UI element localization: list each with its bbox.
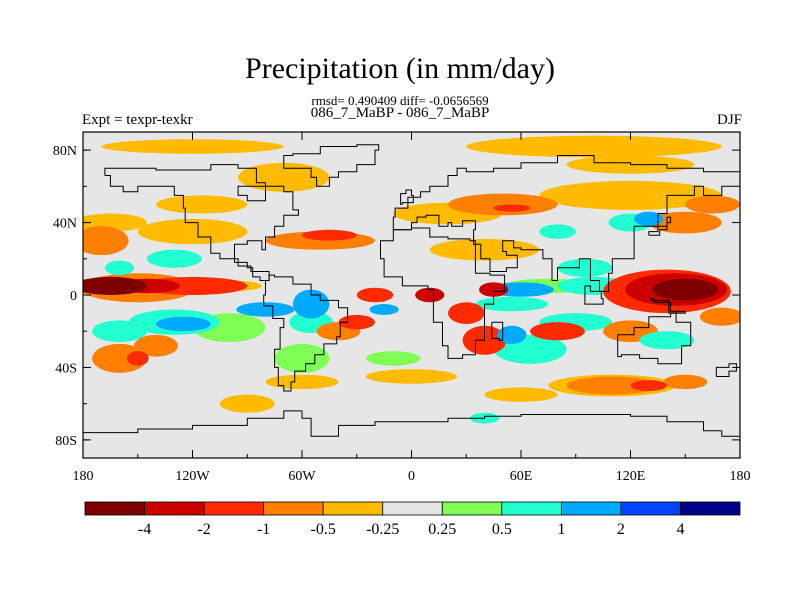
anomaly-region-64: [530, 322, 585, 341]
x-tick-label: 120E: [616, 469, 646, 484]
colorbar-label: 2: [617, 521, 625, 538]
anomaly-region-36: [557, 258, 613, 277]
x-tick-label: 0: [408, 469, 415, 484]
coastline-2: [380, 227, 506, 359]
anomaly-region-46: [663, 374, 708, 390]
anomaly-region-44: [639, 331, 695, 350]
anomaly-region-70: [83, 276, 147, 295]
colorbar-label: 0.25: [428, 521, 456, 538]
colorbar-swatch-8: [560, 501, 622, 516]
anomaly-region-68: [479, 282, 509, 297]
coastline-9: [491, 321, 504, 341]
chart-subtitle: 086_7_MaBP - 086_7_MaBP: [310, 105, 490, 121]
stats-line: rmsd= 0.490409 diff= -0.0656569: [311, 93, 489, 108]
anomaly-region-31: [685, 195, 740, 214]
anomaly-region-7: [101, 139, 284, 154]
coastline-10: [584, 285, 604, 305]
anomaly-region-22: [699, 307, 740, 326]
x-tick-label: 180: [730, 469, 751, 484]
anomaly-region-19: [219, 394, 275, 413]
anomaly-region-50: [156, 316, 211, 332]
anomaly-region-51: [236, 302, 295, 317]
anomaly-region-55: [634, 211, 664, 227]
anomaly-region-4: [137, 218, 248, 245]
anomaly-region-14: [365, 369, 458, 384]
y-tick-label: 80S: [55, 434, 77, 449]
anomaly-region-29: [83, 226, 129, 256]
colorbar-label: -0.25: [366, 521, 399, 538]
anomaly-region-8: [466, 135, 722, 158]
coastline-11: [650, 298, 686, 314]
coastline-1: [263, 274, 349, 392]
anomaly-region-26: [104, 260, 135, 276]
anomaly-region-52: [126, 351, 149, 366]
anomaly-region-63: [497, 325, 527, 344]
anomaly-region-9: [539, 180, 722, 210]
colorbar-swatch-3: [263, 501, 324, 516]
anomaly-region-34: [539, 224, 576, 239]
anomaly-region-18: [365, 351, 421, 366]
colorbar-label: -1: [257, 521, 270, 538]
colorbar-swatch-7: [501, 501, 562, 516]
anomaly-region-71: [652, 278, 719, 301]
colorbar-label: -4: [138, 521, 151, 538]
anomaly-region-57: [448, 302, 485, 324]
coastline-6: [283, 144, 380, 187]
colorbar-label: -2: [197, 521, 210, 538]
coastline-12: [715, 363, 737, 377]
experiment-label: Expt = texpr-texkr: [82, 112, 193, 128]
anomaly-region-25: [146, 249, 202, 268]
x-axis: 180 120W 60W 0 60E 120E 180: [73, 132, 751, 484]
anomaly-region-15: [265, 374, 339, 390]
anomaly-region-28: [134, 334, 178, 357]
chart-title: Precipitation (in mm/day): [245, 52, 555, 85]
anomaly-region-58: [356, 287, 394, 303]
coastline-5: [83, 410, 740, 437]
y-axis: 80N 40N 0 40S 80S: [53, 144, 740, 449]
colorbar-swatch-0: [84, 501, 145, 516]
colorbar-swatch-6: [441, 501, 503, 516]
x-tick-label: 60E: [510, 469, 533, 484]
coastline-8: [400, 189, 414, 205]
season-label: DJF: [716, 112, 742, 128]
x-tick-label: 180: [73, 469, 94, 484]
anomaly-region-69: [415, 287, 445, 303]
anomaly-region-6: [238, 162, 330, 192]
coastline-4: [617, 312, 692, 365]
anomaly-region-5: [156, 195, 248, 214]
anomaly-region-65: [630, 380, 667, 391]
colorbar-label: 1: [557, 521, 565, 538]
anomaly-region-59: [369, 304, 399, 315]
colorbar-swatch-10: [680, 501, 741, 516]
y-tick-label: 40S: [55, 361, 77, 376]
colorbar: -4 -2 -1 -0.5 -0.25 0.25 0.5 1 2 4: [84, 501, 741, 538]
anomaly-region-54: [493, 204, 531, 212]
coastlines: [83, 144, 740, 437]
x-tick-label: 120W: [175, 469, 210, 484]
anomaly-region-27: [92, 343, 147, 373]
anomaly-region-13: [274, 343, 330, 373]
anomaly-region-16: [484, 387, 558, 402]
anomaly-region-53: [302, 229, 357, 241]
colorbar-swatch-1: [144, 501, 205, 516]
coastline-7: [648, 216, 672, 236]
anomaly-region-33: [448, 193, 558, 216]
y-tick-label: 0: [70, 289, 77, 304]
colorbar-swatch-4: [322, 501, 384, 516]
colorbar-swatch-2: [203, 501, 265, 516]
x-tick-label: 60W: [288, 469, 316, 484]
colorbar-label: -0.5: [311, 521, 336, 538]
colorbar-swatch-5: [382, 501, 443, 516]
y-tick-label: 80N: [53, 144, 77, 159]
colorbar-swatch-9: [620, 501, 681, 516]
colorbar-label: 4: [676, 521, 684, 538]
coastline-3: [392, 155, 740, 292]
colorbar-label: 0.5: [492, 521, 512, 538]
anomaly-region-45: [566, 376, 658, 395]
y-tick-label: 40N: [53, 217, 77, 232]
coastline-0: [104, 164, 299, 281]
